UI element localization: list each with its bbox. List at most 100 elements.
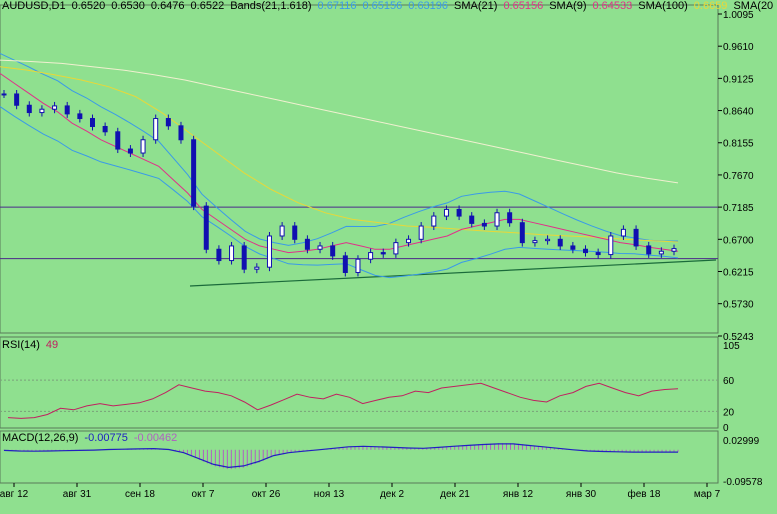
candle-body — [330, 245, 336, 257]
macd-panel[interactable] — [0, 430, 719, 484]
candle-body — [1, 93, 7, 96]
candle-body — [658, 250, 664, 255]
candle-body — [608, 235, 614, 256]
macd-header: MACD(12,26,9) -0.00775 -0.00462 — [2, 432, 183, 445]
candle-body — [570, 245, 576, 250]
candle-body — [633, 228, 639, 247]
candle-body — [545, 238, 551, 242]
macd-value-1: -0.00775 — [84, 432, 128, 444]
rsi-header: RSI(14) 49 — [2, 339, 64, 352]
time-tick-label: дек 21 — [440, 489, 470, 500]
ohlc-high: 0.6530 — [111, 0, 145, 12]
price-header: AUDUSD,D1 0.6520 0.6530 0.6476 0.6522 Bands(2… — [2, 0, 777, 13]
candle-body — [418, 225, 424, 240]
rsi-tick-label: 60 — [723, 376, 735, 387]
candle-body — [431, 215, 437, 227]
candle-body — [443, 208, 449, 217]
candle-body — [64, 105, 70, 115]
candle-body — [102, 125, 108, 133]
candle-body — [14, 93, 20, 106]
price-tick-label: 0.9125 — [723, 74, 754, 85]
candle-body — [165, 118, 171, 127]
price-tick-label: 0.9610 — [723, 42, 754, 53]
symbol-label: AUDUSD,D1 — [2, 0, 66, 12]
rsi-value: 49 — [45, 339, 59, 351]
candle-body — [241, 245, 247, 270]
sma200-line — [0, 59, 679, 184]
bands-upper: 0.67116 — [317, 0, 357, 12]
candle-body — [456, 208, 462, 217]
sma200-label: SMA(20 — [733, 0, 774, 12]
candle-body — [254, 266, 260, 270]
price-panel[interactable] — [0, 4, 719, 334]
candle-body — [507, 212, 513, 224]
time-axis: авг 12 авг 31 сен 18 окт 7 окт 26 ноя 13 дек 2… — [0, 483, 721, 500]
candle-body — [39, 108, 45, 114]
candle-body — [646, 245, 652, 255]
sma21-label: SMA(21) — [454, 0, 498, 12]
ohlc-close: 0.6522 — [190, 0, 225, 12]
candle-body — [532, 240, 538, 244]
rsi-line — [7, 382, 679, 419]
rsi-panel[interactable] — [0, 336, 719, 429]
bollinger-upper-band — [0, 53, 678, 246]
price-axis: 1.0095 0.9610 0.9125 0.8640 0.8155 0.7670 0.71… — [718, 10, 754, 343]
time-tick-label: янв 12 — [503, 489, 534, 500]
sma9-label: SMA(9) — [549, 0, 587, 12]
macd-signal-line — [3, 443, 678, 469]
time-tick-label: авг 31 — [63, 489, 92, 500]
time-tick-label: сен 18 — [125, 489, 155, 500]
candle-body — [671, 248, 677, 252]
ohlc-open: 0.6520 — [71, 0, 106, 12]
price-tick-label: 0.8640 — [723, 107, 754, 118]
time-tick-label: янв 30 — [566, 489, 597, 500]
rsi-axis: 105 60 20 0 — [723, 341, 740, 434]
bands-label: Bands(21,1.618) — [230, 0, 312, 12]
bollinger-lower-band — [0, 106, 679, 279]
macd-value-2: -0.00462 — [133, 432, 178, 444]
candle-body — [557, 238, 563, 247]
sma100-label: SMA(100) — [638, 0, 688, 12]
candle-body — [519, 222, 525, 244]
candle-body — [279, 225, 285, 237]
time-tick-label: окт 7 — [192, 489, 215, 500]
candle-body — [494, 212, 500, 227]
macd-tick-label: -0.09578 — [723, 477, 763, 488]
rsi-tick-label: 105 — [723, 341, 740, 352]
candle-body — [393, 242, 399, 255]
price-tick-label: 1.0095 — [723, 10, 754, 21]
candle-body — [469, 215, 475, 224]
candle-body — [304, 238, 310, 250]
candle-body — [26, 104, 32, 114]
price-tick-label: 0.6700 — [723, 235, 754, 246]
candle-body — [52, 105, 58, 110]
candle-body — [191, 139, 197, 207]
ohlc-low: 0.6476 — [150, 0, 185, 12]
sma21-value: 0.65156 — [503, 0, 544, 12]
time-tick-label: авг 12 — [0, 489, 29, 500]
sma100-value: 0.6659 — [693, 0, 728, 12]
candle-body — [481, 222, 487, 227]
sma21-line — [0, 72, 679, 254]
candle-body — [266, 235, 272, 268]
macd-tick-label: 0.02999 — [723, 436, 760, 447]
candle-body — [342, 255, 348, 273]
sma100-line — [0, 66, 679, 243]
candle-body — [153, 118, 159, 141]
candle-body — [355, 258, 361, 273]
candle-body — [140, 139, 146, 154]
macd-axis: 0.02999 -0.09578 — [723, 436, 763, 488]
time-tick-label: дек 2 — [380, 489, 405, 500]
rsi-label: RSI(14) — [2, 339, 40, 351]
candle-body — [127, 148, 133, 154]
support-trendline — [189, 259, 717, 287]
chart-overlays — [0, 53, 718, 470]
macd-label: MACD(12,26,9) — [2, 432, 79, 444]
rsi-tick-label: 20 — [723, 407, 735, 418]
price-tick-label: 0.7185 — [723, 203, 754, 214]
candle-body — [203, 205, 209, 250]
price-tick-label: 0.7670 — [723, 171, 754, 182]
time-tick-label: окт 26 — [252, 489, 281, 500]
